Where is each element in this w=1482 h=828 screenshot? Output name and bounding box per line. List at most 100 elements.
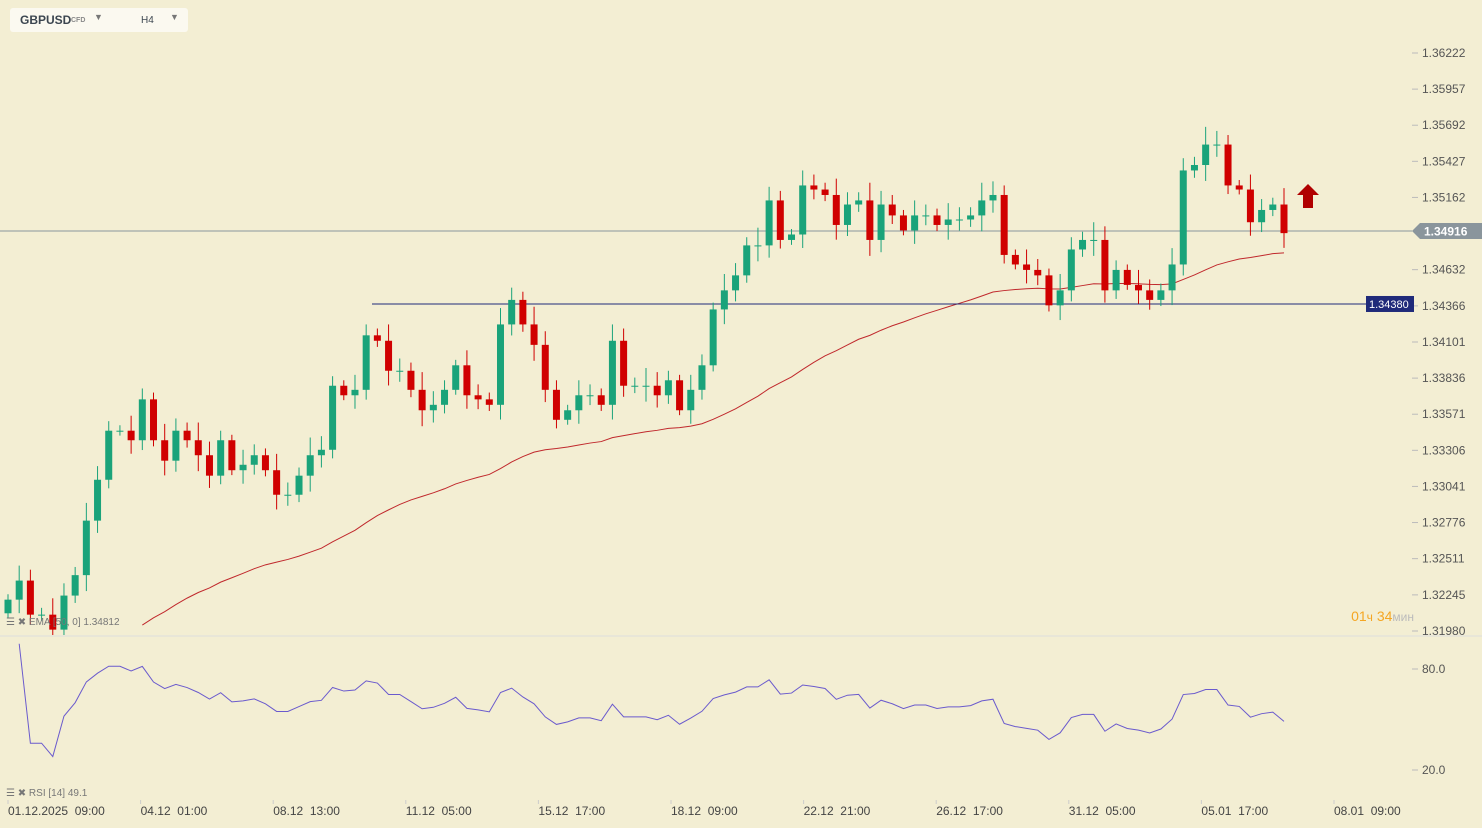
candle-body <box>340 385 348 396</box>
rsi-tick-label: 80.0 <box>1422 662 1446 676</box>
candle-body <box>687 389 695 411</box>
time-label: 08.12 13:00 <box>273 804 340 818</box>
candle-body <box>441 389 449 405</box>
candle-body <box>407 370 415 390</box>
price-tick-label: 1.32245 <box>1422 588 1466 602</box>
close-icon[interactable]: ✖ <box>17 617 27 628</box>
symbol-name: GBPUSD <box>20 13 72 27</box>
candle-body <box>620 340 628 386</box>
candle-body <box>877 204 885 240</box>
candle-body <box>94 479 102 521</box>
candle-body <box>474 395 482 400</box>
candle-body <box>664 380 672 396</box>
candle-body <box>295 475 303 495</box>
candle-body <box>1090 239 1098 241</box>
symbol-selector[interactable]: GBPUSD CFD ▼ H4 ▼ <box>10 8 188 32</box>
candle-body <box>1246 189 1254 223</box>
candle-body <box>105 430 113 480</box>
current-price-label: 1.34916 <box>1424 224 1468 238</box>
candle-body <box>362 335 370 390</box>
candle-body <box>899 215 907 231</box>
candle-body <box>49 614 57 630</box>
candle-body <box>26 580 34 615</box>
price-tick-label: 1.33041 <box>1422 479 1466 493</box>
candle-body <box>933 215 941 225</box>
candle-body <box>71 575 79 596</box>
candle-body <box>351 389 359 396</box>
candle-body <box>754 245 762 247</box>
price-tick-label: 1.35957 <box>1422 82 1466 96</box>
candle-body <box>676 380 684 411</box>
rsi-tick-label: 20.0 <box>1422 763 1446 777</box>
ema-line <box>142 252 1285 626</box>
price-tick-label: 1.33836 <box>1422 371 1466 385</box>
timeframe-select[interactable]: H4 <box>141 15 154 26</box>
candle-body <box>273 470 281 495</box>
price-tick-label: 1.35427 <box>1422 154 1466 168</box>
candle-body <box>843 204 851 225</box>
candle-body <box>60 595 68 630</box>
candle-body <box>284 494 292 496</box>
time-label: 15.12 17:00 <box>538 804 605 818</box>
candle-body <box>329 385 337 450</box>
candle-body <box>530 324 538 345</box>
candle-body <box>1179 170 1187 265</box>
level-badge <box>1366 295 1414 312</box>
candle-body <box>373 335 381 341</box>
candle-body <box>396 370 404 372</box>
time-label: 08.01 09:00 <box>1334 804 1401 818</box>
price-tick-label: 1.34366 <box>1422 299 1466 313</box>
candle-body <box>150 399 158 441</box>
candle-body <box>989 194 997 201</box>
candle-body <box>978 200 986 216</box>
rsi-legend: ☰ ✖ RSI [14] 49.1 <box>6 788 88 799</box>
price-tick-label: 1.36222 <box>1422 46 1466 60</box>
candle-body <box>866 200 874 240</box>
candle-body <box>743 245 751 276</box>
price-tick-label: 1.35162 <box>1422 190 1466 204</box>
candle-body <box>183 430 191 441</box>
candle-body <box>1213 144 1221 146</box>
candle-body <box>1190 165 1198 171</box>
candle-body <box>955 219 963 221</box>
level-label: 1.34380 <box>1369 299 1409 311</box>
candle-body <box>911 215 919 231</box>
candle-body <box>15 580 23 600</box>
candle-countdown: 01ч 34мин <box>1351 608 1414 624</box>
time-label: 01.12.2025 09:00 <box>8 804 105 818</box>
price-tick-label: 1.35692 <box>1422 118 1466 132</box>
time-label: 18.12 09:00 <box>671 804 738 818</box>
candle-body <box>239 464 247 471</box>
candle-body <box>508 299 516 325</box>
menu-icon[interactable]: ☰ <box>6 617 15 628</box>
candle-body <box>485 399 493 405</box>
symbol-dropdown-icon[interactable]: ▼ <box>94 12 103 22</box>
candle-body <box>463 365 471 396</box>
time-label: 05.01 17:00 <box>1201 804 1268 818</box>
candle-body <box>810 185 818 190</box>
candle-body <box>82 520 90 576</box>
candle-body <box>1023 264 1031 270</box>
candle-body <box>788 234 796 240</box>
candle-body <box>1224 144 1232 186</box>
candle-body <box>1101 239 1109 291</box>
candle-body <box>586 395 594 397</box>
menu-icon[interactable]: ☰ <box>6 788 15 799</box>
time-label: 11.12 05:00 <box>406 804 472 818</box>
candle-body <box>1134 284 1142 291</box>
candle-body <box>1000 194 1008 255</box>
candle-body <box>698 365 706 390</box>
buy-signal-arrow-icon <box>1297 184 1319 208</box>
time-label: 04.12 01:00 <box>141 804 208 818</box>
candle-body <box>967 215 975 220</box>
price-tick-label: 1.34632 <box>1422 263 1466 277</box>
candle-body <box>564 410 572 420</box>
price-tick-label: 1.33571 <box>1422 407 1466 421</box>
close-icon[interactable]: ✖ <box>17 788 27 799</box>
candle-body <box>575 395 583 411</box>
price-tick-label: 1.31980 <box>1422 624 1466 638</box>
candle-body <box>888 204 896 216</box>
candle-body <box>161 440 169 461</box>
timeframe-dropdown-icon[interactable]: ▼ <box>170 12 179 22</box>
